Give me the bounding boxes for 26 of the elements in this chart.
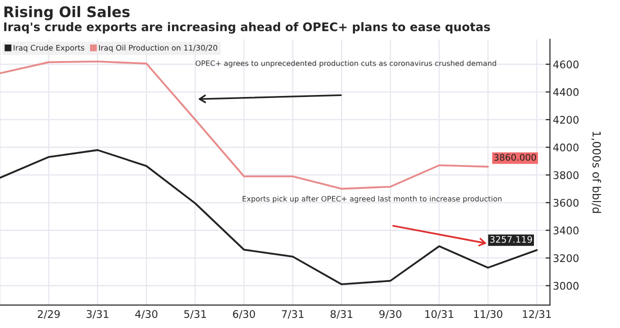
x-tick-label: 10/31: [425, 310, 454, 319]
y-tick-label: 3200: [554, 254, 579, 262]
x-tick-label: 5/31: [184, 310, 206, 319]
chart-title: Rising Oil Sales: [4, 6, 130, 20]
y-tick-label: 3600: [554, 198, 579, 207]
data-label: 3257.119: [490, 236, 532, 243]
y-tick-label: 3000: [554, 282, 579, 290]
chart-subtitle: Iraq's crude exports are increasing ahead of OPEC+ plans to ease quotas: [4, 22, 490, 34]
y-tick-label: 4600: [553, 60, 579, 68]
x-tick-label: 9/30: [379, 310, 402, 319]
x-tick-label: 2/29: [38, 310, 60, 319]
y-tick-label: 4400: [553, 88, 579, 96]
y-tick-label: 3400: [554, 226, 579, 234]
y-tick-label: 3800: [554, 171, 579, 180]
x-tick-label: 4/30: [135, 310, 158, 319]
x-tick-label: 3/31: [86, 310, 108, 319]
x-tick-label: 6/30: [233, 310, 255, 319]
y-tick-label: 4000: [553, 144, 579, 152]
x-tick-label: 8/31: [330, 310, 352, 319]
x-tick-label: 12/31: [522, 310, 551, 319]
x-tick-label: 7/31: [282, 310, 304, 319]
y-axis-title: 1,000s of bbl/d: [591, 132, 602, 213]
data-label: 3860.000: [494, 154, 536, 161]
line-series: [0, 149, 538, 286]
y-tick-label: 4200: [553, 116, 579, 124]
x-tick-label: 11/30: [474, 310, 502, 319]
